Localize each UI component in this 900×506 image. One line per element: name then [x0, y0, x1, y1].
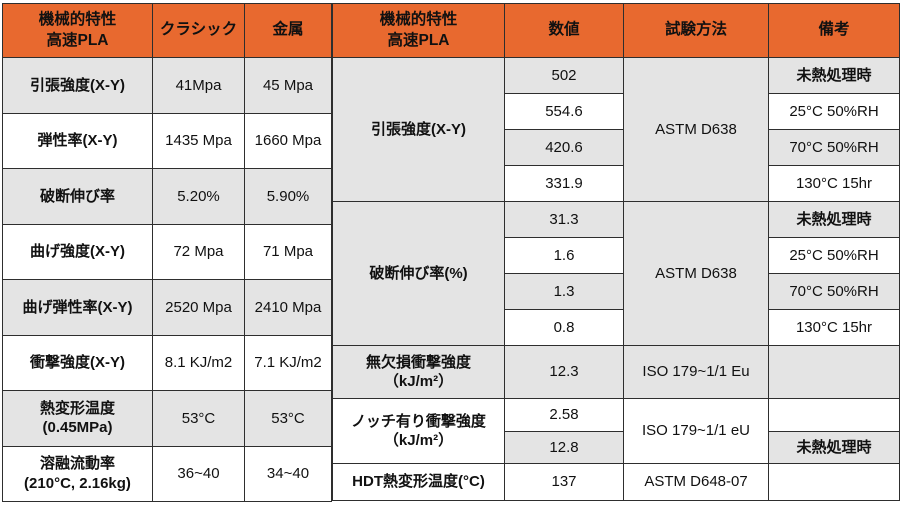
metal-value-cell: 45 Mpa — [244, 57, 332, 114]
metal-value-cell: 1660 Mpa — [244, 112, 332, 169]
pla-properties-page: 機械的特性 高速PLA クラシック 金属 引張強度(X-Y) 41Mpa 45 … — [2, 3, 900, 502]
remark-cell: 130°C 15hr — [768, 165, 900, 202]
property-label: 弾性率(X-Y) — [2, 112, 153, 169]
value-cell: 137 — [504, 463, 624, 501]
column-header-value: 数値 — [504, 3, 624, 58]
remark-cell: 25°C 50%RH — [768, 93, 900, 130]
classic-value-cell: 72 Mpa — [152, 223, 245, 280]
metal-value-cell: 2410 Mpa — [244, 279, 332, 336]
value-cell: 554.6 — [504, 93, 624, 130]
test-method-cell: ASTM D638 — [623, 57, 769, 202]
test-method-cell: ASTM D648-07 — [623, 463, 769, 501]
classic-value-cell: 5.20% — [152, 168, 245, 225]
property-label: 衝撃強度(X-Y) — [2, 334, 153, 391]
table-row: 420.6 70°C 50%RH — [333, 129, 900, 166]
property-label: 曲げ弾性率(X-Y) — [2, 279, 153, 336]
column-header-property: 機械的特性 高速PLA — [2, 3, 153, 58]
metal-value-cell: 34~40 — [244, 445, 332, 502]
table-row: 曲げ強度(X-Y) 72 Mpa 71 Mpa — [2, 223, 332, 280]
value-cell: 0.8 — [504, 309, 624, 346]
property-label: 曲げ強度(X-Y) — [2, 223, 153, 280]
value-cell: 12.3 — [504, 345, 624, 399]
table-row: 554.6 25°C 50%RH — [333, 93, 900, 130]
classic-value-cell: 2520 Mpa — [152, 279, 245, 336]
remark-cell: 25°C 50%RH — [768, 237, 900, 274]
classic-value-cell: 41Mpa — [152, 57, 245, 114]
table-row: 12.8 未熱処理時 — [333, 431, 900, 464]
metal-value-cell: 7.1 KJ/m2 — [244, 334, 332, 391]
comparison-table: 機械的特性 高速PLA クラシック 金属 引張強度(X-Y) 41Mpa 45 … — [2, 3, 332, 502]
header-row: 機械的特性 高速PLA 数値 試験方法 備考 — [332, 3, 900, 58]
header-row: 機械的特性 高速PLA クラシック 金属 — [2, 3, 332, 58]
column-header-test-method: 試験方法 — [623, 3, 769, 58]
table-row: 無欠損衝撃強度 （kJ/m²） 12.3 ISO 179~1/1 Eu — [332, 345, 900, 399]
value-cell: 420.6 — [504, 129, 624, 166]
property-label: 破断伸び率 — [2, 168, 153, 225]
remark-cell — [768, 463, 900, 501]
table-row: 破断伸び率 5.20% 5.90% — [2, 168, 332, 225]
table-row: 1.6 25°C 50%RH — [333, 237, 900, 274]
table-row: 熱変形温度 (0.45MPa) 53°C 53°C — [2, 390, 332, 447]
value-cell: 12.8 — [504, 431, 624, 464]
remark-cell — [768, 398, 900, 432]
property-label: 引張強度(X-Y) — [332, 57, 505, 202]
table-row: ノッチ有り衝撃強度 （kJ/m²） 2.58 ISO 179~1/1 eU — [332, 398, 900, 464]
classic-value-cell: 8.1 KJ/m2 — [152, 334, 245, 391]
classic-value-cell: 53°C — [152, 390, 245, 447]
metal-value-cell: 53°C — [244, 390, 332, 447]
property-label: 引張強度(X-Y) — [2, 57, 153, 114]
property-label: ノッチ有り衝撃強度 （kJ/m²） — [332, 398, 505, 464]
test-results-table: 機械的特性 高速PLA 数値 試験方法 備考 引張強度(X-Y) 502 AST… — [332, 3, 900, 501]
value-cell: 2.58 — [504, 398, 624, 432]
test-method-cell: ISO 179~1/1 eU — [623, 398, 769, 464]
property-label: HDT熱変形温度(°C) — [332, 463, 505, 501]
value-cell: 502 — [504, 57, 624, 94]
property-label: 溶融流動率 (210°C, 2.16kg) — [2, 445, 153, 502]
table-row: 1.3 70°C 50%RH — [333, 273, 900, 310]
property-label: 無欠損衝撃強度 （kJ/m²） — [332, 345, 505, 399]
value-cell: 331.9 — [504, 165, 624, 202]
column-header-property: 機械的特性 高速PLA — [332, 3, 505, 58]
value-cell: 1.6 — [504, 237, 624, 274]
remark-cell: 130°C 15hr — [768, 309, 900, 346]
remark-cell: 未熱処理時 — [768, 201, 900, 238]
table-row: 331.9 130°C 15hr — [333, 165, 900, 202]
table-row: 弾性率(X-Y) 1435 Mpa 1660 Mpa — [2, 112, 332, 169]
table-row: 衝撃強度(X-Y) 8.1 KJ/m2 7.1 KJ/m2 — [2, 334, 332, 391]
property-label: 熱変形温度 (0.45MPa) — [2, 390, 153, 447]
classic-value-cell: 36~40 — [152, 445, 245, 502]
property-label: 破断伸び率(%) — [332, 201, 505, 346]
column-header-classic: クラシック — [152, 3, 245, 58]
test-method-cell: ISO 179~1/1 Eu — [623, 345, 769, 399]
remark-cell: 70°C 50%RH — [768, 129, 900, 166]
metal-value-cell: 71 Mpa — [244, 223, 332, 280]
remark-cell — [768, 345, 900, 399]
table-row: 引張強度(X-Y) 41Mpa 45 Mpa — [2, 57, 332, 114]
value-cell: 31.3 — [504, 201, 624, 238]
remark-cell: 70°C 50%RH — [768, 273, 900, 310]
table-row: 0.8 130°C 15hr — [333, 309, 900, 346]
table-row: 曲げ弾性率(X-Y) 2520 Mpa 2410 Mpa — [2, 279, 332, 336]
test-method-cell: ASTM D638 — [623, 201, 769, 346]
value-cell: 1.3 — [504, 273, 624, 310]
column-header-metal: 金属 — [244, 3, 332, 58]
metal-value-cell: 5.90% — [244, 168, 332, 225]
remark-cell: 未熱処理時 — [768, 431, 900, 464]
column-header-remarks: 備考 — [768, 3, 900, 58]
table-row: 破断伸び率(%) 31.3 ASTM D638 未熱処理時 — [332, 201, 900, 346]
table-row: 引張強度(X-Y) 502 ASTM D638 未熱処理時 — [332, 57, 900, 202]
table-row: HDT熱変形温度(°C) 137 ASTM D648-07 — [332, 463, 900, 501]
classic-value-cell: 1435 Mpa — [152, 112, 245, 169]
table-row: 溶融流動率 (210°C, 2.16kg) 36~40 34~40 — [2, 445, 332, 502]
remark-cell: 未熱処理時 — [768, 57, 900, 94]
